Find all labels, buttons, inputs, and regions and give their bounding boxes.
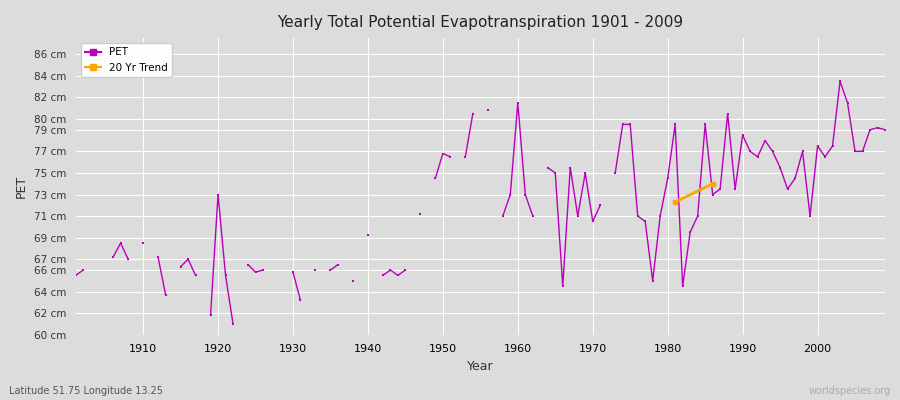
Title: Yearly Total Potential Evapotranspiration 1901 - 2009: Yearly Total Potential Evapotranspiratio… [277,15,683,30]
X-axis label: Year: Year [467,360,493,373]
Text: worldspecies.org: worldspecies.org [809,386,891,396]
Legend: PET, 20 Yr Trend: PET, 20 Yr Trend [81,43,172,77]
Y-axis label: PET: PET [15,175,28,198]
Text: Latitude 51.75 Longitude 13.25: Latitude 51.75 Longitude 13.25 [9,386,163,396]
